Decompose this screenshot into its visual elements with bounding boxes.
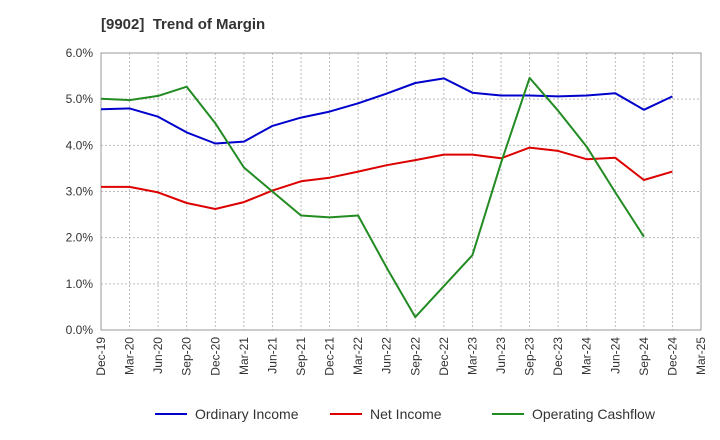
y-tick-label: 0.0%: [66, 323, 94, 337]
x-tick-label: Sep-21: [294, 337, 308, 376]
x-tick-label: Jun-21: [265, 337, 279, 374]
x-tick-label: Sep-20: [180, 337, 194, 376]
x-tick-label: Mar-23: [465, 337, 479, 375]
plot-area-frame: [100, 52, 702, 331]
operating-cashflow-legend-label: Operating Cashflow: [532, 406, 656, 422]
y-tick-label: 3.0%: [66, 185, 94, 199]
legend: Ordinary Income Net Income Operating Cashf…: [155, 406, 656, 422]
x-tick-label: Jun-23: [494, 337, 508, 374]
x-tick-label: Mar-25: [694, 337, 708, 375]
ordinary-income-legend-label: Ordinary Income: [195, 406, 299, 422]
y-tick-label: 5.0%: [66, 92, 94, 106]
y-tick-label: 1.0%: [66, 277, 94, 291]
y-axis: 0.0% 1.0% 2.0% 3.0% 4.0% 5.0% 6.0%: [66, 46, 94, 337]
net-income-legend-label: Net Income: [370, 406, 442, 422]
y-tick-label: 4.0%: [66, 138, 94, 152]
x-tick-label: Dec-20: [208, 337, 222, 376]
x-tick-label: Mar-21: [237, 337, 251, 375]
x-tick-label: Jun-24: [608, 337, 622, 374]
x-tick-label: Mar-20: [123, 337, 137, 375]
y-tick-label: 2.0%: [66, 231, 94, 245]
chart-title: [9902] Trend of Margin: [101, 16, 266, 33]
x-tick-label: Jun-22: [380, 337, 394, 374]
x-tick-label: Sep-22: [408, 337, 422, 376]
ordinary-income-line: [100, 77, 673, 145]
x-tick-label: Sep-24: [637, 337, 651, 376]
x-axis: Dec-19 Mar-20 Jun-20 Sep-20 Dec-20 Mar-21 Jun-…: [94, 337, 708, 376]
grid-lines: [101, 53, 701, 330]
series-lines: [100, 76, 673, 319]
x-tick-label: Jun-20: [151, 337, 165, 374]
operating-cashflow-line: [100, 76, 645, 319]
y-tick-label: 6.0%: [66, 46, 94, 60]
x-tick-label: Dec-24: [665, 337, 679, 376]
net-income-line: [101, 146, 673, 210]
x-tick-label: Mar-22: [351, 337, 365, 375]
x-tick-label: Dec-21: [323, 337, 337, 376]
x-tick-label: Mar-24: [580, 337, 594, 375]
x-tick-label: Dec-19: [94, 337, 108, 376]
x-tick-label: Dec-23: [551, 337, 565, 376]
x-tick-label: Dec-22: [437, 337, 451, 376]
x-tick-label: Sep-23: [523, 337, 537, 376]
